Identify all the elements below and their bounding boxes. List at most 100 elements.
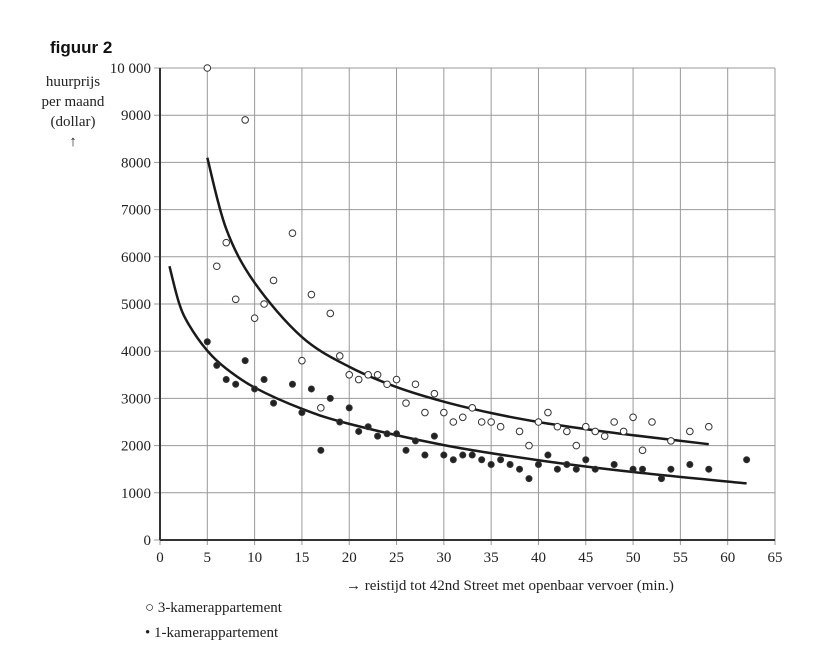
x-tick-label: 20	[342, 550, 357, 566]
data-point-3-kamer	[430, 389, 439, 398]
data-point-1-kamer	[487, 460, 495, 468]
x-tick-label: 60	[720, 550, 735, 566]
data-point-3-kamer	[307, 290, 316, 299]
y-tick-label: 10 000	[110, 61, 151, 77]
data-point-3-kamer	[288, 229, 297, 237]
data-point-3-kamer	[610, 418, 618, 426]
data-point-3-kamer	[629, 413, 637, 422]
data-point-1-kamer	[743, 456, 751, 464]
y-tick-label: 2000	[121, 439, 151, 455]
data-point-1-kamer	[260, 376, 268, 384]
y-label-line: huurprijs	[45, 74, 101, 90]
x-tick-label: 15	[294, 550, 309, 566]
data-point-1-kamer	[430, 432, 438, 440]
data-point-1-kamer	[307, 385, 315, 393]
data-point-1-kamer	[591, 465, 599, 473]
data-point-3-kamer	[364, 371, 372, 379]
data-point-1-kamer	[534, 460, 542, 468]
legend-label: 1-kamerappartement	[154, 625, 279, 641]
data-point-1-kamer	[525, 475, 533, 483]
data-point-3-kamer	[335, 352, 344, 360]
data-point-3-kamer	[212, 262, 221, 271]
data-point-3-kamer	[260, 300, 268, 308]
data-point-3-kamer	[619, 427, 628, 436]
y-tick-label: 5000	[121, 297, 151, 313]
data-point-1-kamer	[657, 475, 665, 483]
data-point-3-kamer	[648, 418, 656, 426]
data-point-3-kamer	[525, 441, 533, 450]
data-point-3-kamer	[345, 371, 354, 379]
data-point-1-kamer	[421, 451, 429, 459]
data-point-3-kamer	[250, 314, 259, 322]
x-tick-label: 50	[626, 550, 641, 566]
figure-label: figuur 2	[50, 38, 113, 57]
data-point-3-kamer	[222, 238, 231, 247]
data-point-3-kamer	[326, 309, 335, 318]
data-point-3-kamer	[638, 446, 647, 455]
data-point-3-kamer	[231, 295, 240, 304]
data-point-3-kamer	[496, 422, 505, 431]
legend-item-3-kamer: ○ 3-kamerappartement	[145, 600, 282, 617]
data-point-3-kamer	[317, 404, 325, 412]
x-tick-label: 10	[247, 550, 262, 566]
data-point-1-kamer	[506, 460, 514, 468]
data-point-3-kamer	[440, 408, 448, 417]
x-tick-label: 35	[484, 550, 499, 566]
filled-circle-icon: •	[145, 625, 151, 641]
data-point-3-kamer	[421, 408, 429, 417]
legend-item-1-kamer: • 1-kamerappartement	[145, 625, 278, 642]
data-point-1-kamer	[345, 404, 353, 412]
data-point-1-kamer	[270, 399, 278, 407]
data-point-3-kamer	[534, 418, 543, 426]
data-point-3-kamer	[449, 418, 458, 426]
data-point-1-kamer	[298, 409, 306, 417]
data-point-1-kamer	[629, 465, 637, 473]
data-point-1-kamer	[411, 437, 419, 445]
data-point-1-kamer	[459, 451, 467, 459]
x-tick-label: 55	[673, 550, 688, 566]
data-point-3-kamer	[515, 427, 524, 436]
data-point-1-kamer	[610, 460, 618, 468]
data-point-1-kamer	[241, 357, 249, 365]
data-point-3-kamer	[402, 399, 410, 407]
data-point-3-kamer	[373, 371, 382, 379]
data-point-3-kamer	[600, 432, 609, 440]
data-point-3-kamer	[203, 64, 212, 72]
data-point-3-kamer	[544, 408, 552, 417]
data-point-3-kamer	[383, 380, 391, 389]
data-point-3-kamer	[667, 437, 675, 445]
data-point-1-kamer	[288, 380, 296, 388]
data-point-3-kamer	[553, 422, 562, 431]
data-point-1-kamer	[355, 427, 363, 435]
y-tick-label: 3000	[121, 391, 151, 407]
x-tick-label: 0	[156, 550, 164, 566]
data-point-1-kamer	[383, 430, 391, 438]
open-circle-icon: ○	[145, 600, 155, 616]
data-point-3-kamer	[354, 375, 363, 384]
legend-label: 3-kamerappartement	[157, 600, 282, 616]
data-point-1-kamer	[213, 361, 221, 369]
data-point-1-kamer	[516, 465, 524, 473]
y-tick-label: 9000	[121, 108, 151, 124]
data-point-1-kamer	[639, 465, 647, 473]
data-point-1-kamer	[336, 418, 344, 426]
data-point-3-kamer	[468, 404, 477, 412]
data-point-3-kamer	[411, 380, 420, 389]
data-point-1-kamer	[402, 446, 410, 454]
data-point-1-kamer	[232, 380, 240, 388]
y-tick-label: 7000	[121, 203, 151, 219]
data-point-1-kamer	[251, 385, 259, 393]
x-axis-label: → reistijd tot 42nd Street met openbaar …	[346, 578, 674, 594]
data-point-3-kamer	[392, 375, 401, 384]
data-point-3-kamer	[458, 413, 467, 422]
data-point-1-kamer	[317, 446, 325, 454]
data-point-1-kamer	[222, 376, 230, 384]
data-point-1-kamer	[667, 465, 675, 473]
x-tick-label: 45	[578, 550, 593, 566]
data-point-1-kamer	[572, 465, 580, 473]
y-arrow-icon: ↑	[69, 134, 77, 150]
y-tick-label: 0	[144, 533, 152, 549]
y-axis-label: huurprijs per maand (dollar) ↑	[18, 72, 128, 152]
data-point-1-kamer	[705, 465, 713, 473]
